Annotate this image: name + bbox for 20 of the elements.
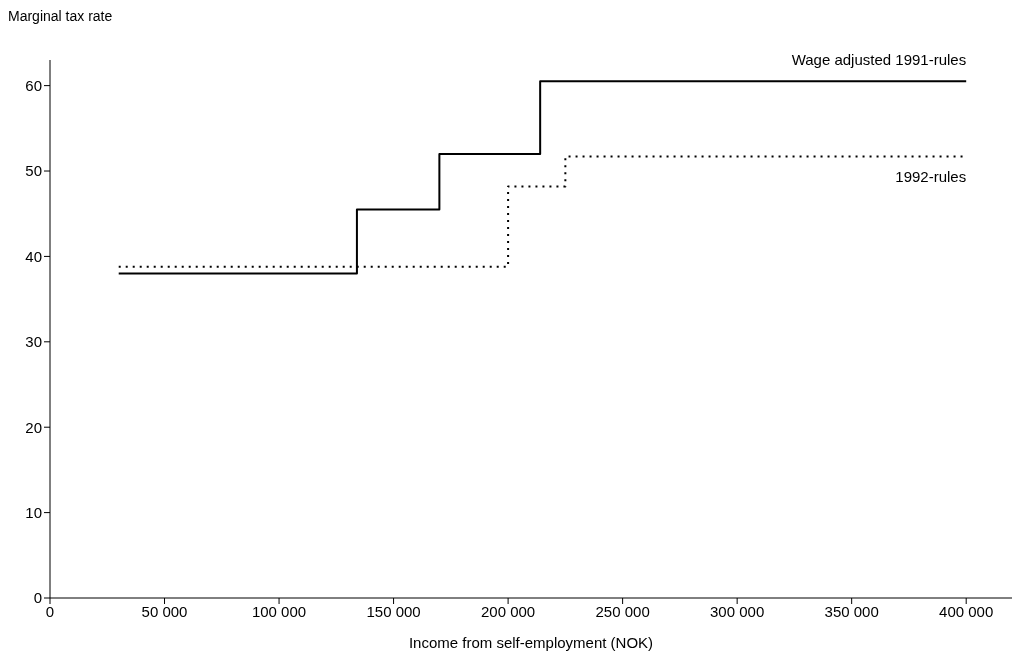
x-axis-title: Income from self-employment (NOK) xyxy=(408,634,654,651)
y-tick-label: 60 xyxy=(25,76,42,94)
series-label: Wage adjusted 1991-rules xyxy=(791,51,967,69)
x-tick-label: 0 xyxy=(45,602,55,620)
x-tick-label: 400 000 xyxy=(939,602,994,620)
y-tick-label: 0 xyxy=(33,589,42,607)
series-label: 1992-rules xyxy=(895,168,967,186)
y-tick-label: 20 xyxy=(25,418,42,436)
x-tick-label: 250 000 xyxy=(595,602,650,620)
x-tick-label: 150 000 xyxy=(366,602,421,620)
y-axis-title: Marginal tax rate xyxy=(8,8,113,24)
x-tick-label: 200 000 xyxy=(480,602,536,620)
y-tick-label: 50 xyxy=(25,162,42,180)
x-tick-label: 50 000 xyxy=(141,602,188,620)
x-tick-label: 100 000 xyxy=(251,602,307,620)
x-tick-label: 350 000 xyxy=(824,602,879,620)
x-tick-label: 300 000 xyxy=(710,602,765,620)
y-tick-label: 10 xyxy=(25,503,42,521)
y-tick-label: 30 xyxy=(25,333,42,351)
y-tick-label: 40 xyxy=(25,247,42,265)
